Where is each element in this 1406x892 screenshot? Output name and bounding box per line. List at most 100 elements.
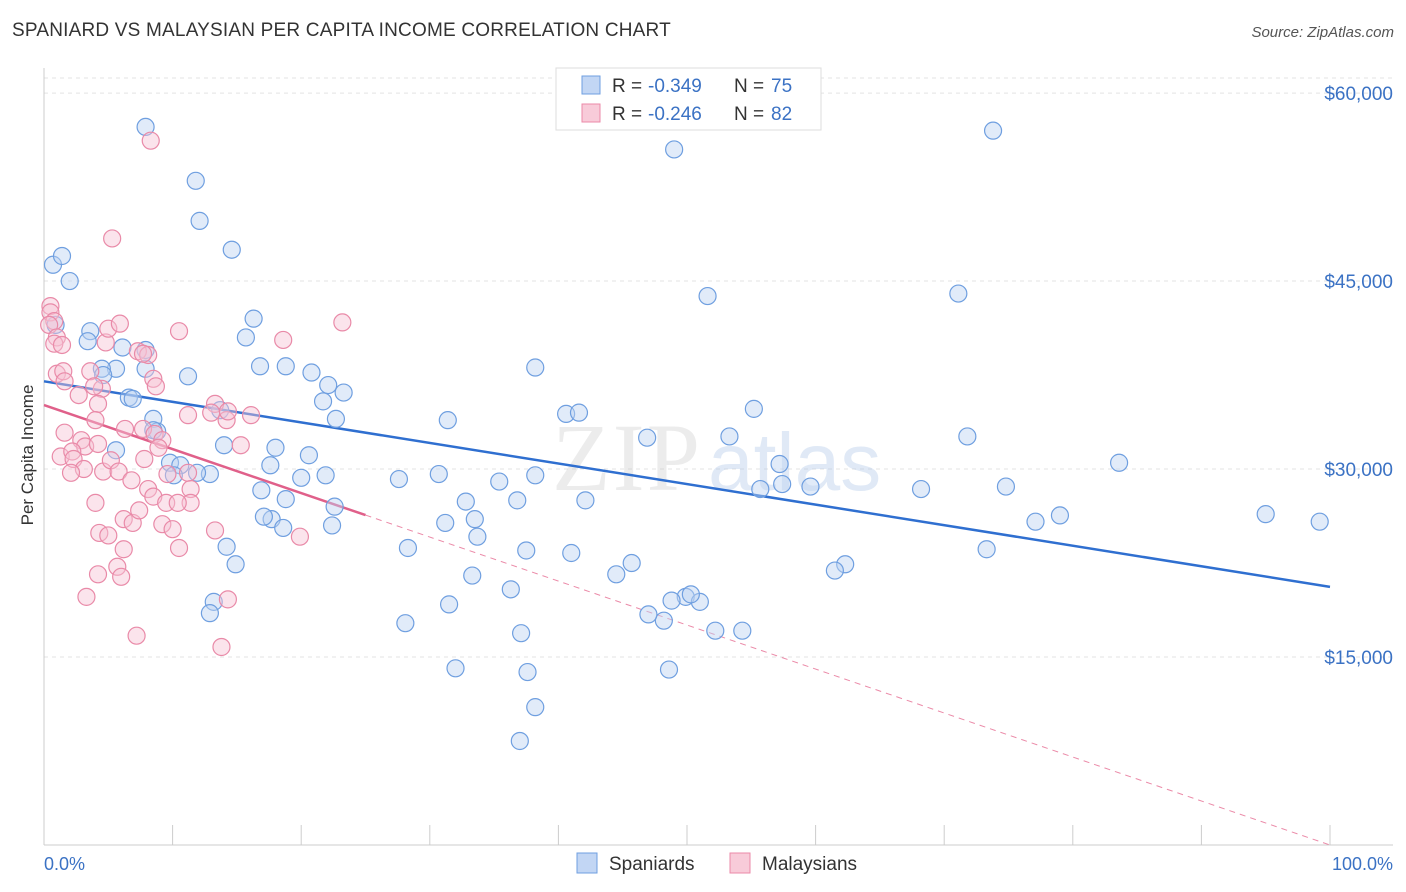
point-spaniards <box>622 553 641 573</box>
point-spaniards <box>517 541 536 560</box>
point-spaniards <box>439 595 459 614</box>
point-spaniards <box>654 611 673 630</box>
point-spaniards <box>825 561 844 580</box>
point-spaniards <box>171 456 190 475</box>
point-spaniards <box>446 659 465 678</box>
point-spaniards <box>1256 505 1275 524</box>
point-malaysians <box>96 333 115 352</box>
point-spaniards <box>302 363 321 382</box>
point-malaysians <box>290 527 310 546</box>
stats-legend-r-label-spaniards: R = <box>612 76 642 97</box>
point-malaysians <box>178 463 198 482</box>
point-spaniards <box>773 474 792 494</box>
point-malaysians <box>218 590 237 609</box>
point-malaysians <box>86 493 105 512</box>
stats-legend-swatch-malaysians <box>581 103 601 123</box>
point-spaniards <box>576 491 595 510</box>
point-spaniards <box>569 403 589 422</box>
stats-legend-n-label-malaysians: N = <box>734 104 764 125</box>
point-spaniards <box>438 411 457 430</box>
point-malaysians <box>231 436 250 455</box>
stats-legend-swatch-spaniards <box>581 75 601 95</box>
point-spaniards <box>463 566 482 585</box>
y-tick-label: $45,000 <box>1324 272 1393 293</box>
point-malaysians <box>55 372 74 391</box>
point-spaniards <box>436 513 455 533</box>
point-spaniards <box>244 309 263 328</box>
point-spaniards <box>178 367 198 386</box>
point-spaniards <box>106 441 126 460</box>
point-spaniards <box>266 438 285 457</box>
stats-legend-r-label-malaysians: R = <box>612 104 642 125</box>
point-spaniards <box>508 491 527 510</box>
point-spaniards <box>512 624 531 643</box>
y-tick-labels: $15,000 $30,000 $45,000 $60,000 <box>1324 84 1393 669</box>
point-spaniards <box>526 698 545 717</box>
point-spaniards <box>836 555 855 574</box>
point-malaysians <box>122 471 141 490</box>
point-spaniards <box>1050 506 1070 525</box>
points-malaysians <box>40 131 352 657</box>
point-spaniards <box>319 375 338 395</box>
point-spaniards <box>214 436 234 455</box>
point-spaniards <box>1026 512 1045 531</box>
point-spaniards <box>751 479 770 499</box>
point-spaniards <box>222 240 241 259</box>
point-spaniards <box>706 621 725 640</box>
point-spaniards <box>200 604 219 623</box>
point-spaniards <box>490 472 509 491</box>
point-spaniards <box>676 587 695 606</box>
point-spaniards <box>662 591 681 610</box>
point-malaysians <box>88 434 108 454</box>
point-malaysians <box>133 344 153 363</box>
x-tick-label-max: 100.0% <box>1332 854 1393 874</box>
point-spaniards <box>252 481 271 500</box>
point-spaniards <box>958 427 977 446</box>
point-spaniards <box>607 565 626 584</box>
point-spaniards <box>313 392 333 411</box>
point-malaysians <box>169 322 189 341</box>
y-tick-label: $30,000 <box>1324 460 1393 481</box>
point-malaysians <box>146 377 165 396</box>
trend-line-malaysians-extension <box>365 514 1331 846</box>
point-spaniards <box>801 477 820 496</box>
point-spaniards <box>276 357 295 376</box>
point-spaniards <box>78 332 97 351</box>
point-spaniards <box>200 464 219 484</box>
point-malaysians <box>63 442 82 461</box>
point-malaysians <box>52 335 72 355</box>
x-tick-label-min: 0.0% <box>44 854 85 874</box>
point-spaniards <box>1109 453 1129 472</box>
point-spaniards <box>113 338 132 357</box>
point-malaysians <box>77 587 96 606</box>
point-spaniards <box>911 479 931 499</box>
point-spaniards <box>299 446 319 465</box>
point-spaniards <box>92 359 111 378</box>
point-spaniards <box>557 404 576 423</box>
point-spaniards <box>261 456 280 475</box>
point-spaniards <box>325 497 344 516</box>
point-malaysians <box>109 462 128 481</box>
point-malaysians <box>108 557 127 576</box>
point-malaysians <box>45 334 64 353</box>
point-malaysians <box>212 637 231 657</box>
stats-legend-n-value-malaysians: 82 <box>771 104 792 125</box>
point-spaniards <box>389 469 409 489</box>
stats-legend-r-value-spaniards: -0.349 <box>648 76 702 97</box>
point-malaysians <box>88 565 108 584</box>
point-spaniards <box>276 490 295 509</box>
point-malaysians <box>158 464 177 484</box>
point-spaniards <box>316 466 335 485</box>
point-malaysians <box>103 229 122 248</box>
point-spaniards <box>217 537 236 556</box>
x-ticks <box>43 825 1331 845</box>
point-malaysians <box>241 406 261 425</box>
point-malaysians <box>110 314 129 333</box>
legend-swatch-spaniards <box>576 852 598 874</box>
point-spaniards <box>468 527 487 546</box>
point-malaysians <box>127 626 146 645</box>
point-spaniards <box>518 662 537 682</box>
point-spaniards <box>681 585 700 604</box>
point-spaniards <box>733 621 752 640</box>
point-malaysians <box>149 438 168 457</box>
